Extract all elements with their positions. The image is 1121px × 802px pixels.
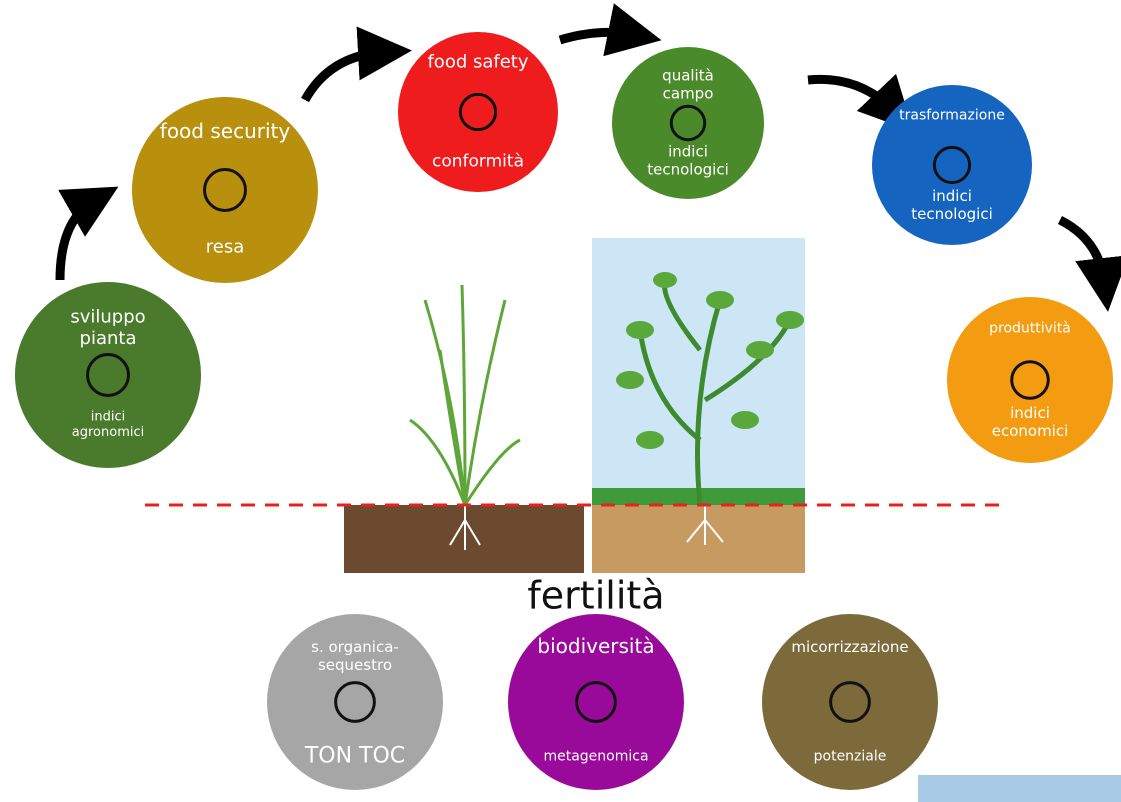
- node: food safety conformità: [398, 32, 558, 192]
- node-title: campo: [663, 84, 714, 102]
- corner-image: [918, 775, 1121, 802]
- node-subtitle: conformità: [432, 152, 524, 172]
- node-title: sviluppo: [70, 306, 145, 327]
- node-title: food security: [160, 119, 291, 143]
- node-subtitle: indici: [1010, 404, 1050, 422]
- node-title: s. organica-: [311, 638, 399, 656]
- node-title: qualità: [662, 66, 714, 84]
- node-subtitle: metagenomica: [543, 749, 648, 765]
- node-subtitle: indici: [91, 410, 125, 425]
- node: s. organica-sequestro TON TOC: [267, 614, 443, 790]
- node-subtitle: indici: [668, 143, 708, 161]
- node: food security resa: [132, 97, 318, 283]
- node-title: micorrizzazione: [791, 638, 908, 656]
- node: biodiversità metagenomica: [508, 614, 684, 790]
- node: micorrizzazione potenziale: [762, 614, 938, 790]
- node-subtitle: TON TOC: [304, 744, 405, 769]
- node-subtitle: tecnologici: [911, 205, 993, 223]
- node-title: trasformazione: [899, 107, 1005, 123]
- node-subtitle: indici: [932, 187, 972, 205]
- node-title: pianta: [80, 328, 137, 349]
- node-title: produttività: [989, 321, 1071, 337]
- node-title: sequestro: [318, 656, 392, 674]
- node-subtitle: agronomici: [72, 425, 144, 440]
- plant-scene: [592, 238, 805, 573]
- diagram: fertilità sviluppopiantaindiciagronomici…: [0, 0, 1121, 802]
- node-subtitle: resa: [206, 237, 245, 258]
- node-subtitle: economici: [992, 422, 1069, 440]
- node-title: food safety: [427, 51, 528, 72]
- center-label: fertilità: [527, 574, 664, 618]
- node-subtitle: potenziale: [814, 749, 887, 765]
- node-title: biodiversità: [537, 634, 654, 658]
- wheat-scene: [344, 285, 584, 573]
- node-subtitle: tecnologici: [647, 161, 729, 179]
